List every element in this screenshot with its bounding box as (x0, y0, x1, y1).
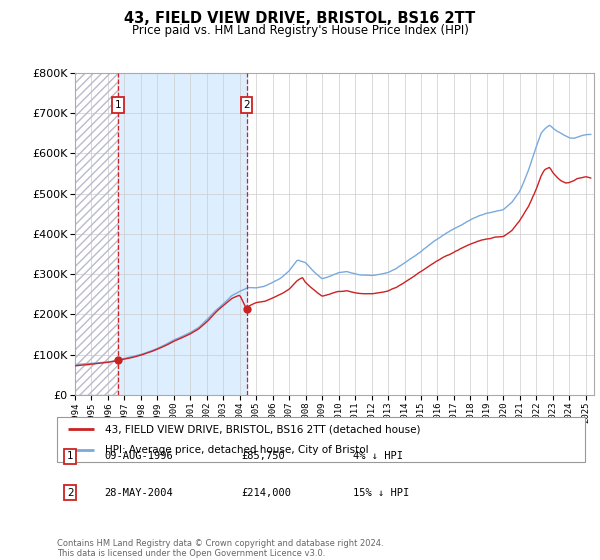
Text: £214,000: £214,000 (242, 488, 292, 498)
Text: 15% ↓ HPI: 15% ↓ HPI (353, 488, 409, 498)
Text: Contains HM Land Registry data © Crown copyright and database right 2024.
This d: Contains HM Land Registry data © Crown c… (57, 539, 383, 558)
Bar (75, 73, 118, 395)
Text: 2: 2 (243, 100, 250, 110)
FancyBboxPatch shape (57, 417, 585, 462)
Text: 43, FIELD VIEW DRIVE, BRISTOL, BS16 2TT: 43, FIELD VIEW DRIVE, BRISTOL, BS16 2TT (124, 11, 476, 26)
Text: 28-MAY-2004: 28-MAY-2004 (104, 488, 173, 498)
Text: 4% ↓ HPI: 4% ↓ HPI (353, 451, 403, 461)
Text: 09-AUG-1996: 09-AUG-1996 (104, 451, 173, 461)
Text: 1: 1 (115, 100, 121, 110)
Text: 1: 1 (67, 451, 74, 461)
Text: £85,750: £85,750 (242, 451, 286, 461)
Text: 43, FIELD VIEW DRIVE, BRISTOL, BS16 2TT (detached house): 43, FIELD VIEW DRIVE, BRISTOL, BS16 2TT … (104, 424, 420, 435)
Bar (118, 73, 247, 395)
Text: 2: 2 (67, 488, 74, 498)
Text: HPI: Average price, detached house, City of Bristol: HPI: Average price, detached house, City… (104, 445, 368, 455)
Text: Price paid vs. HM Land Registry's House Price Index (HPI): Price paid vs. HM Land Registry's House … (131, 24, 469, 36)
